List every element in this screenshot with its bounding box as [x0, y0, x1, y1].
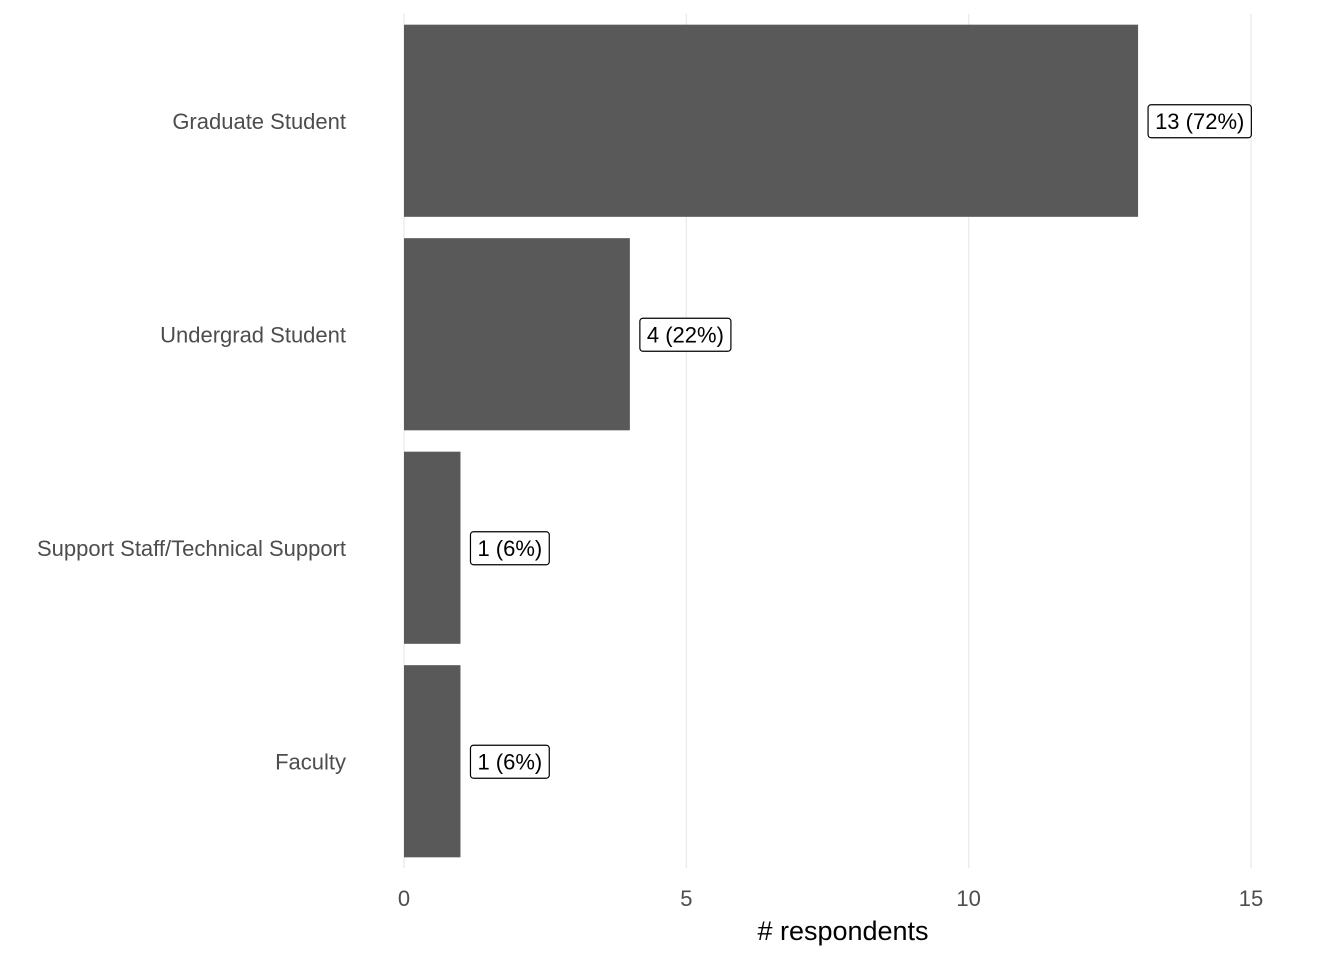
x-tick-label-2: 10 — [956, 886, 980, 911]
bar-1 — [404, 238, 630, 431]
category-label-3: Faculty — [275, 749, 346, 774]
bar-3 — [404, 665, 461, 858]
data-label-text-1: 4 (22%) — [647, 322, 724, 347]
data-label-2: 1 (6%) — [469, 531, 550, 566]
category-label-2: Support Staff/Technical Support — [37, 536, 346, 561]
bar-0 — [404, 24, 1139, 217]
x-axis-ticks: 0 5 10 15 — [398, 886, 1263, 911]
data-label-box-1 — [639, 317, 732, 352]
data-label-text-0: 13 (72%) — [1155, 109, 1244, 134]
bars — [404, 24, 1139, 858]
data-label-0: 13 (72%) — [1147, 104, 1252, 139]
x-tick-label-3: 15 — [1239, 886, 1263, 911]
x-tick-label-0: 0 — [398, 886, 410, 911]
category-label-0: Graduate Student — [172, 109, 346, 134]
data-label-1: 4 (22%) — [639, 317, 732, 352]
data-label-text-3: 1 (6%) — [477, 749, 542, 774]
category-labels: Graduate Student Undergrad Student Support… — [37, 109, 346, 775]
bar-2 — [404, 451, 461, 644]
data-label-box-0 — [1147, 104, 1252, 139]
data-label-3: 1 (6%) — [469, 744, 550, 779]
category-label-1: Undergrad Student — [160, 322, 346, 347]
data-label-box-2 — [469, 531, 550, 566]
x-axis-title: # respondents — [757, 916, 928, 946]
data-label-text-2: 1 (6%) — [477, 536, 542, 561]
x-tick-label-1: 5 — [680, 886, 692, 911]
data-label-box-3 — [469, 744, 550, 779]
data-labels: 13 (72%) 4 (22%) 1 (6%) 1 (6%) — [469, 104, 1252, 779]
